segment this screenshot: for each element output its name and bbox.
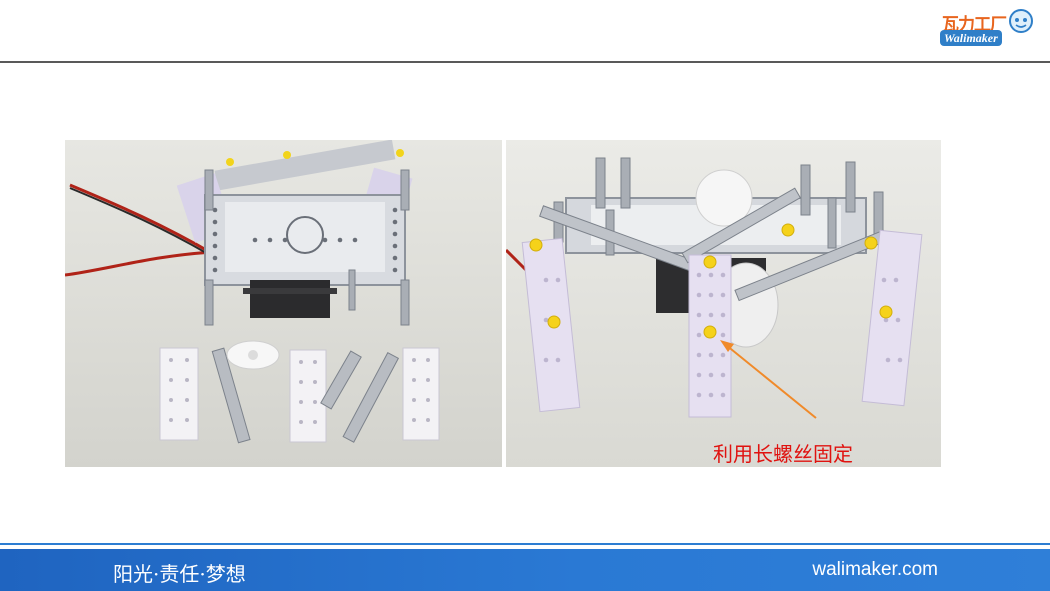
header-divider bbox=[0, 61, 1050, 63]
footer-bar: 阳光·责任·梦想 walimaker.com bbox=[0, 549, 1050, 591]
robot-face-icon bbox=[1009, 9, 1033, 33]
footer-slogan: 阳光·责任·梦想 bbox=[113, 562, 246, 586]
photo-assembled-robot: 利用长螺丝固定 bbox=[506, 140, 941, 467]
callout-label: 利用长螺丝固定 bbox=[713, 442, 853, 466]
assembled-robot-photo bbox=[506, 140, 941, 467]
brand-logo: 瓦力工厂 Walimaker bbox=[940, 6, 1040, 52]
photo-kit-parts bbox=[65, 140, 502, 467]
logo-english-text: Walimaker bbox=[940, 30, 1002, 46]
footer-website-link[interactable]: walimaker.com bbox=[812, 559, 938, 580]
footer-divider bbox=[0, 543, 1050, 545]
robot-kit-parts-photo bbox=[65, 140, 502, 467]
